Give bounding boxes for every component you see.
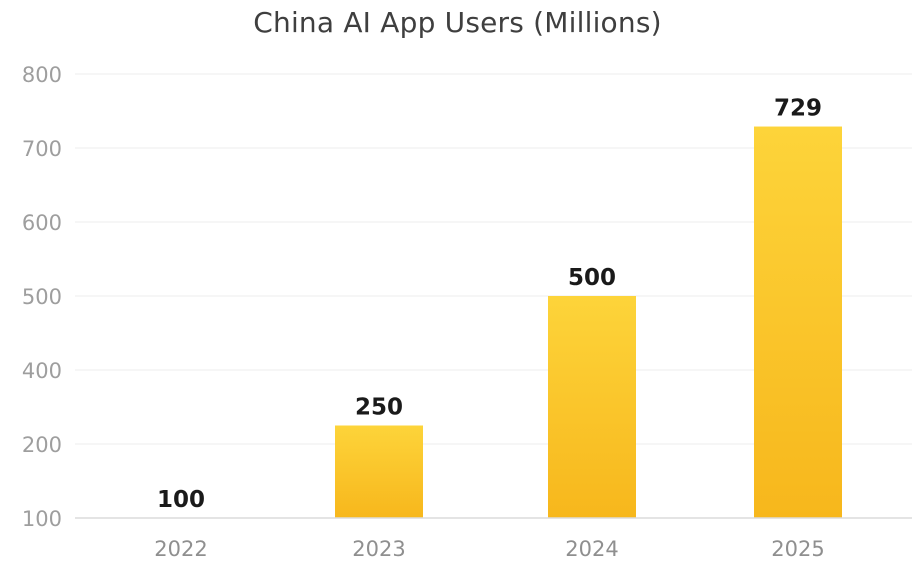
data-label-2024: 500 xyxy=(568,265,616,291)
data-label-2025: 729 xyxy=(774,96,822,122)
y-tick-label: 700 xyxy=(22,137,62,161)
x-tick-label-2022: 2022 xyxy=(154,537,207,561)
y-tick-label: 800 xyxy=(22,63,62,87)
bar-layer xyxy=(335,126,842,518)
bar-2025 xyxy=(754,126,842,518)
y-tick-label: 500 xyxy=(22,285,62,309)
bar-2023 xyxy=(335,425,423,518)
chart-title: China AI App Users (Millions) xyxy=(253,6,662,39)
x-tick-label-2023: 2023 xyxy=(352,537,405,561)
y-tick-label: 200 xyxy=(22,433,62,457)
x-tick-label-2025: 2025 xyxy=(771,537,824,561)
y-tick-label: 400 xyxy=(22,359,62,383)
bar-2024 xyxy=(548,296,636,518)
y-tick-label: 600 xyxy=(22,211,62,235)
data-label-2023: 250 xyxy=(355,395,403,421)
grid-layer xyxy=(75,73,912,445)
data-label-2022: 100 xyxy=(157,487,205,513)
x-tick-label-2024: 2024 xyxy=(565,537,618,561)
label-layer: 100 250 500 729 xyxy=(157,96,822,513)
axis-layer: 100 200 400 500 600 700 800 2022 2023 2024 2025 xyxy=(22,63,912,561)
y-tick-label: 100 xyxy=(22,507,62,531)
